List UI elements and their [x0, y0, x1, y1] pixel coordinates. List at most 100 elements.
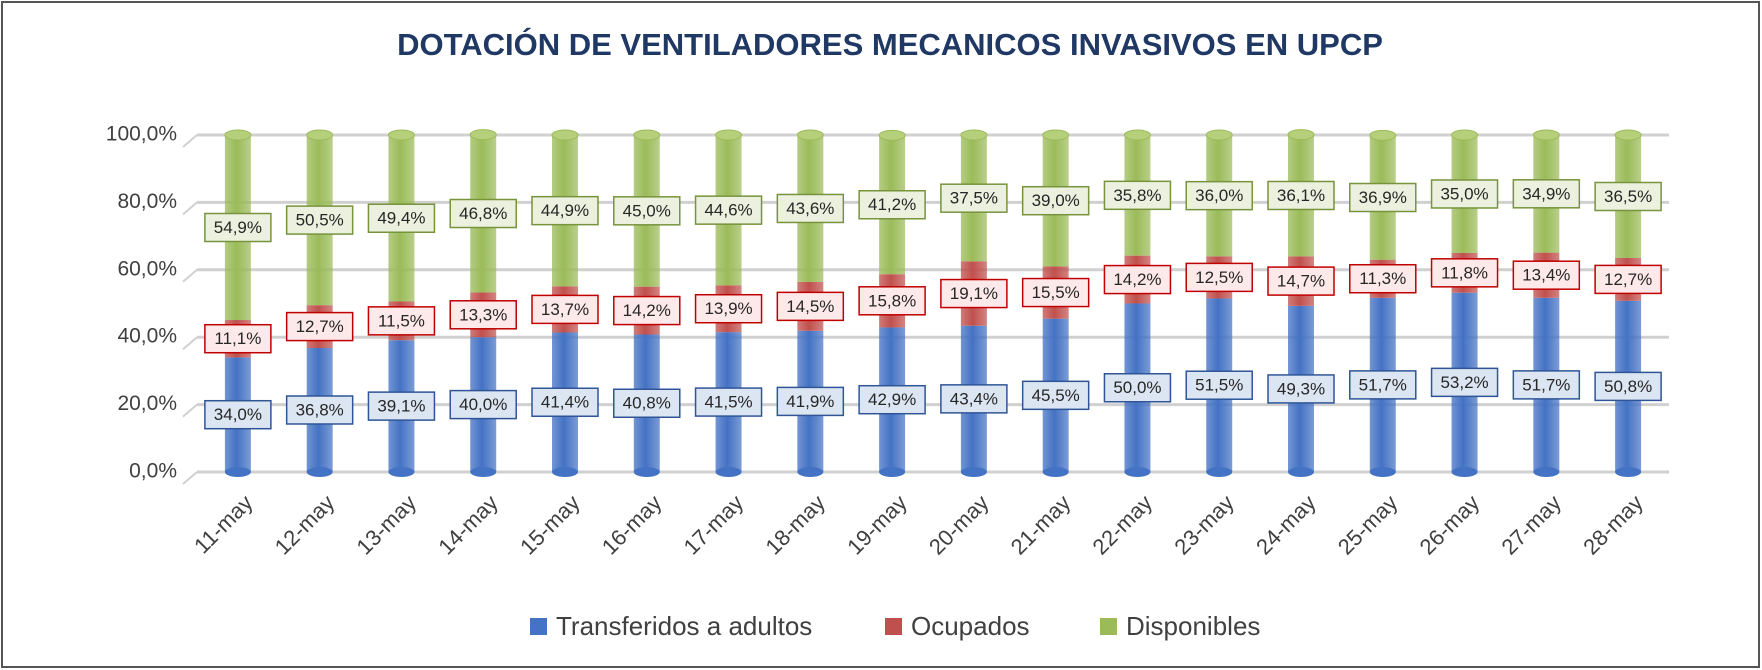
- value-label-box: [776, 291, 845, 322]
- cylinder-base: [715, 467, 742, 477]
- value-label-box: [1349, 182, 1417, 213]
- value-label-box: [204, 212, 272, 243]
- value-label: 13,9%: [704, 299, 752, 318]
- value-label-box: [1267, 180, 1335, 211]
- value-label: 14,5%: [786, 297, 834, 316]
- value-label: 46,8%: [459, 204, 507, 223]
- value-label: 41,4%: [541, 393, 589, 412]
- grid-line-depth: [182, 403, 198, 418]
- cylinder-base: [1124, 467, 1151, 477]
- value-label-box: [858, 190, 926, 220]
- value-label-box: [1594, 181, 1662, 212]
- value-label: 39,1%: [377, 397, 425, 416]
- cylinder-base: [1042, 467, 1069, 477]
- cylinder-top: [1042, 129, 1070, 141]
- cylinder-base: [470, 467, 497, 477]
- value-label-box: [1021, 380, 1090, 411]
- value-label: 50,0%: [1113, 378, 1161, 397]
- value-label-box: [1430, 179, 1499, 209]
- value-label-box: [694, 387, 763, 417]
- value-label: 41,5%: [704, 393, 752, 412]
- value-label: 36,0%: [1195, 186, 1243, 205]
- value-label: 39,0%: [1032, 191, 1080, 210]
- y-tick-label: 0,0%: [129, 460, 177, 483]
- value-label-box: [1512, 260, 1581, 290]
- value-label: 45,0%: [623, 201, 671, 220]
- cylinder-base: [633, 467, 660, 477]
- value-label: 37,5%: [950, 189, 998, 208]
- value-label: 12,5%: [1195, 268, 1243, 287]
- legend-swatch: [885, 618, 902, 635]
- value-label-box: [1185, 370, 1253, 400]
- value-label: 11,5%: [378, 311, 425, 330]
- value-label: 51,7%: [1359, 375, 1407, 394]
- value-label-box: [1594, 264, 1662, 295]
- value-label-box: [1267, 374, 1335, 404]
- value-label: 54,9%: [214, 218, 262, 237]
- value-label-box: [776, 193, 845, 224]
- value-label-box: [1594, 371, 1662, 402]
- value-label: 49,4%: [377, 209, 425, 228]
- cylinder-top: [1614, 129, 1642, 141]
- value-label-box: [1185, 262, 1253, 293]
- value-label-box: [449, 198, 517, 229]
- value-label: 13,3%: [459, 305, 507, 324]
- value-label-box: [940, 278, 1008, 309]
- value-label-box: [1430, 367, 1499, 398]
- cylinder-base: [1288, 467, 1314, 477]
- value-label-box: [1349, 370, 1417, 400]
- legend-swatch: [530, 618, 547, 635]
- chart-title: DOTACIÓN DE VENTILADORES MECANICOS INVAS…: [397, 26, 1383, 62]
- value-label: 34,0%: [214, 405, 262, 424]
- grid-line-depth: [182, 336, 198, 350]
- value-label-box: [1103, 373, 1172, 403]
- value-label: 50,8%: [1604, 377, 1652, 396]
- legend-label: Disponibles: [1126, 611, 1260, 641]
- cylinder-top: [1369, 129, 1397, 141]
- value-label: 35,8%: [1113, 186, 1161, 205]
- value-label: 15,8%: [868, 291, 916, 310]
- value-label: 41,9%: [786, 392, 834, 411]
- value-label-box: [1267, 266, 1335, 296]
- value-label-box: [694, 195, 763, 225]
- cylinder-top: [1532, 129, 1560, 141]
- value-label: 51,5%: [1195, 376, 1243, 395]
- cylinder-base: [879, 467, 906, 477]
- y-tick-label: 80,0%: [117, 190, 177, 213]
- value-label-box: [449, 300, 517, 330]
- value-label-box: [1103, 180, 1172, 211]
- value-label-box: [1512, 370, 1581, 400]
- cylinder-top: [469, 129, 497, 141]
- value-label: 19,1%: [950, 284, 998, 303]
- value-label: 35,0%: [1440, 184, 1488, 203]
- value-label-box: [531, 294, 599, 325]
- cylinder-top: [1205, 129, 1233, 141]
- value-label-box: [613, 196, 681, 226]
- cylinder-base: [552, 467, 578, 477]
- y-tick-label: 60,0%: [117, 257, 177, 280]
- value-label: 40,8%: [623, 394, 671, 413]
- value-label: 40,0%: [459, 395, 507, 414]
- y-tick-label: 20,0%: [117, 392, 177, 415]
- value-label-box: [285, 395, 354, 425]
- cylinder-top: [715, 129, 743, 141]
- value-label-box: [1349, 263, 1417, 294]
- value-label: 44,6%: [704, 201, 752, 220]
- value-label-box: [367, 306, 436, 336]
- value-label: 43,4%: [950, 389, 998, 408]
- cylinder-top: [1451, 129, 1479, 141]
- value-label-box: [1512, 179, 1581, 209]
- value-label: 14,2%: [623, 301, 671, 320]
- value-label-box: [613, 388, 681, 419]
- grid-line-depth: [182, 134, 198, 148]
- cylinder-top: [796, 129, 824, 141]
- value-label: 14,2%: [1113, 270, 1161, 289]
- value-label: 53,2%: [1440, 373, 1488, 392]
- value-label-box: [449, 389, 517, 420]
- y-tick-label: 40,0%: [117, 325, 177, 348]
- cylinder-top: [306, 129, 334, 141]
- value-label-box: [776, 386, 845, 417]
- cylinder-top: [1123, 129, 1151, 141]
- cylinder-top: [633, 129, 661, 141]
